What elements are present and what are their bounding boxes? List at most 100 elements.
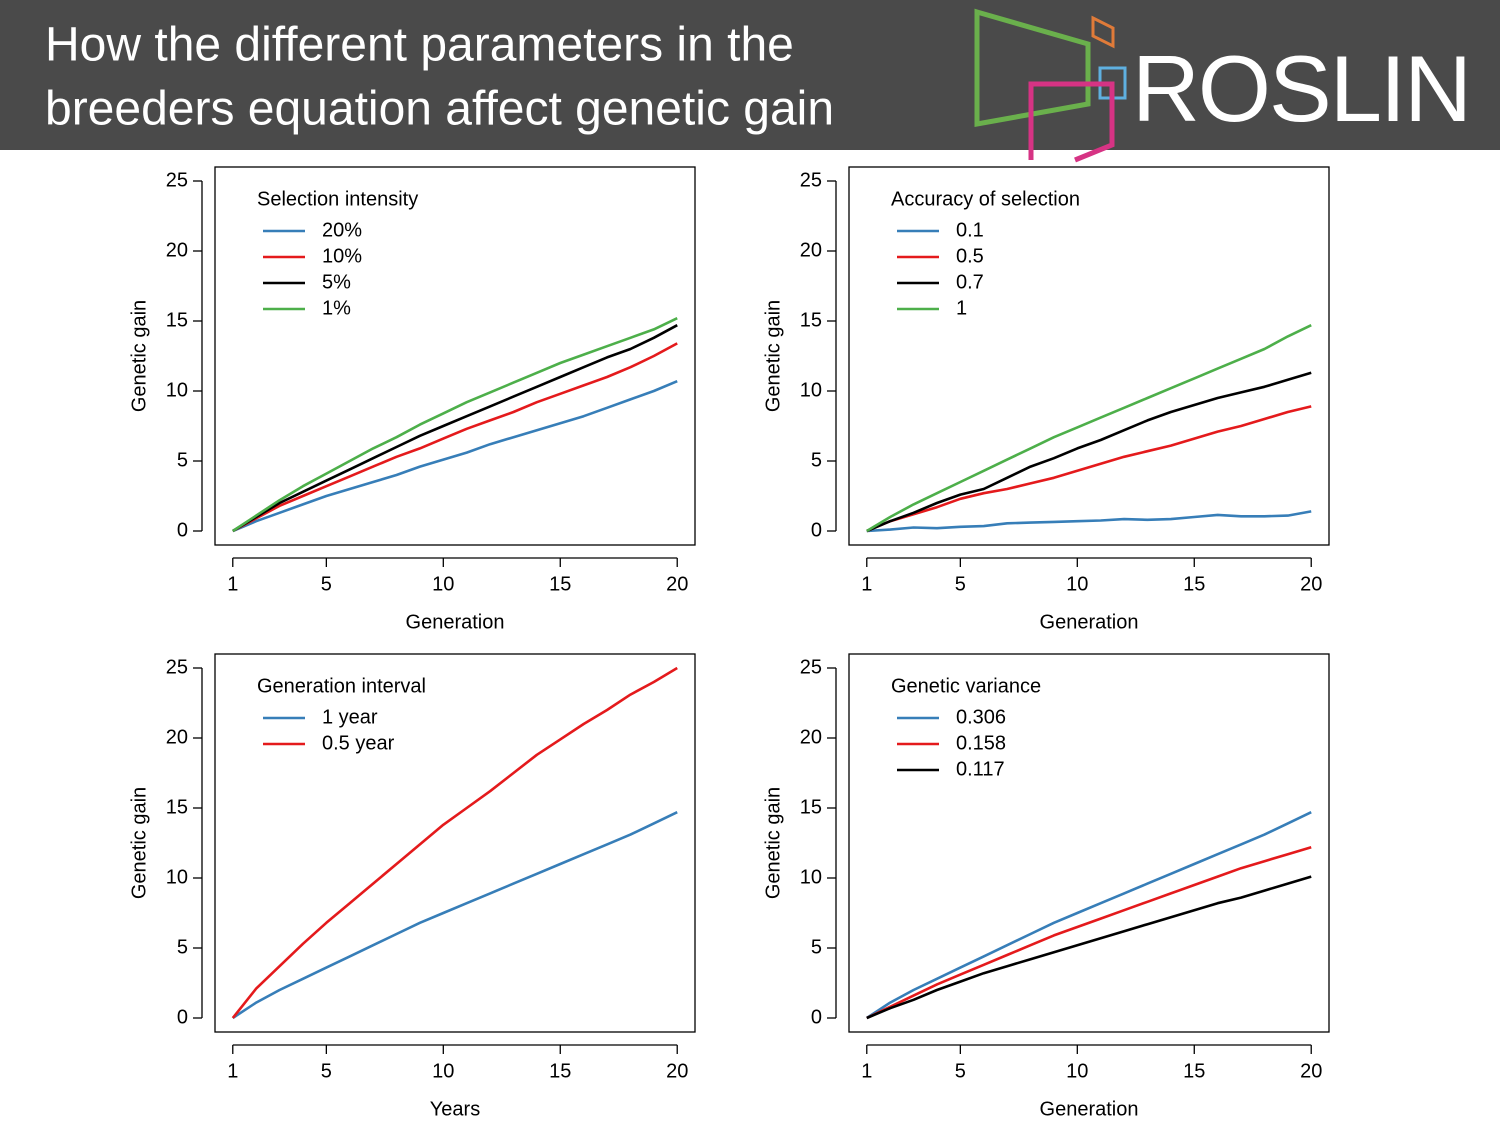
- series-line: [231, 666, 678, 1019]
- y-tick-label: 10: [166, 379, 188, 401]
- y-tick-label: 10: [800, 866, 822, 888]
- legend-label: 5%: [322, 271, 351, 293]
- x-axis-label: Generation: [406, 611, 505, 633]
- x-tick-label: 15: [1183, 1060, 1205, 1082]
- series-line: [866, 510, 1312, 533]
- x-tick-label: 15: [549, 1060, 571, 1082]
- series-line: [232, 324, 678, 533]
- plot-box: [214, 653, 696, 1033]
- x-tick-label: 1: [861, 1060, 872, 1082]
- legend-label: 0.7: [956, 271, 984, 293]
- logo-shape: [974, 8, 1091, 127]
- series-line: [866, 875, 1312, 1020]
- x-tick-label: 20: [1300, 573, 1322, 595]
- legend-label: 1: [956, 297, 967, 319]
- x-tick-label: 15: [1183, 573, 1205, 595]
- legend-label: 1 year: [322, 706, 378, 728]
- x-tick-label: 1: [861, 573, 872, 595]
- plot-box: [214, 166, 696, 546]
- series-line: [232, 342, 678, 533]
- y-tick-label: 15: [800, 796, 822, 818]
- x-axis-label: Years: [430, 1098, 480, 1120]
- series-line: [866, 324, 1312, 533]
- series-line: [232, 380, 678, 533]
- logo: ROSLIN: [974, 8, 1472, 163]
- y-axis-label: Genetic gain: [128, 300, 150, 412]
- x-tick-label: 5: [955, 1060, 966, 1082]
- legend-label: 0.158: [956, 732, 1006, 754]
- legend-title: Genetic variance: [891, 675, 1041, 697]
- logo-shape: [1098, 66, 1127, 100]
- y-tick-label: 20: [166, 726, 188, 748]
- header-bar: [0, 0, 1500, 150]
- x-tick-label: 10: [432, 1060, 454, 1082]
- series-line: [866, 371, 1312, 533]
- logo-shape: [1091, 15, 1115, 49]
- y-axis-label: Genetic gain: [762, 787, 784, 899]
- title-line: How the different parameters in the: [45, 19, 794, 72]
- x-tick-label: 15: [549, 573, 571, 595]
- y-tick-label: 25: [166, 169, 188, 191]
- title-line: breeders equation affect genetic gain: [45, 83, 834, 136]
- y-tick-label: 10: [800, 379, 822, 401]
- legend-label: 0.5 year: [322, 732, 395, 754]
- legend-title: Accuracy of selection: [891, 188, 1080, 210]
- y-tick-label: 20: [800, 726, 822, 748]
- y-tick-label: 5: [811, 936, 822, 958]
- plot-box: [848, 166, 1330, 546]
- y-tick-label: 5: [177, 936, 188, 958]
- legend-label: 1%: [322, 297, 351, 319]
- x-axis-label: Generation: [1040, 611, 1139, 633]
- series-line: [866, 845, 1312, 1020]
- legend-label: 0.1: [956, 219, 984, 241]
- y-tick-label: 10: [166, 866, 188, 888]
- y-tick-label: 0: [811, 1006, 822, 1028]
- y-tick-label: 25: [800, 169, 822, 191]
- x-tick-label: 10: [1066, 1060, 1088, 1082]
- y-tick-label: 25: [800, 656, 822, 678]
- y-tick-label: 0: [811, 519, 822, 541]
- logo-text: ROSLIN: [1132, 36, 1470, 141]
- y-tick-label: 5: [811, 449, 822, 471]
- y-tick-label: 15: [166, 309, 188, 331]
- x-tick-label: 20: [1300, 1060, 1322, 1082]
- y-axis-label: Genetic gain: [128, 787, 150, 899]
- x-tick-label: 20: [666, 1060, 688, 1082]
- x-tick-label: 1: [227, 573, 238, 595]
- x-tick-label: 20: [666, 573, 688, 595]
- y-tick-label: 15: [166, 796, 188, 818]
- legend-label: 0.117: [956, 758, 1005, 780]
- legend-label: 0.5: [956, 245, 984, 267]
- y-tick-label: 20: [166, 239, 188, 261]
- x-axis-label: Generation: [1040, 1098, 1139, 1120]
- series-line: [232, 811, 678, 1020]
- series-line: [866, 811, 1312, 1020]
- y-tick-label: 15: [800, 309, 822, 331]
- y-tick-label: 0: [177, 519, 188, 541]
- legend-title: Selection intensity: [257, 188, 418, 210]
- y-tick-label: 0: [177, 1006, 188, 1028]
- y-tick-label: 20: [800, 239, 822, 261]
- y-tick-label: 25: [166, 656, 188, 678]
- y-tick-label: 5: [177, 449, 188, 471]
- logo-shape: [1028, 81, 1115, 163]
- x-tick-label: 5: [321, 1060, 332, 1082]
- plot-box: [848, 653, 1330, 1033]
- x-tick-label: 1: [227, 1060, 238, 1082]
- x-tick-label: 5: [321, 573, 332, 595]
- legend-label: 20%: [322, 219, 362, 241]
- series-line: [232, 317, 678, 533]
- legend-title: Generation interval: [257, 675, 426, 697]
- y-axis-label: Genetic gain: [762, 300, 784, 412]
- series-line: [866, 405, 1312, 533]
- x-tick-label: 5: [955, 573, 966, 595]
- x-tick-label: 10: [432, 573, 454, 595]
- legend-label: 10%: [322, 245, 362, 267]
- legend-label: 0.306: [956, 706, 1006, 728]
- x-tick-label: 10: [1066, 573, 1088, 595]
